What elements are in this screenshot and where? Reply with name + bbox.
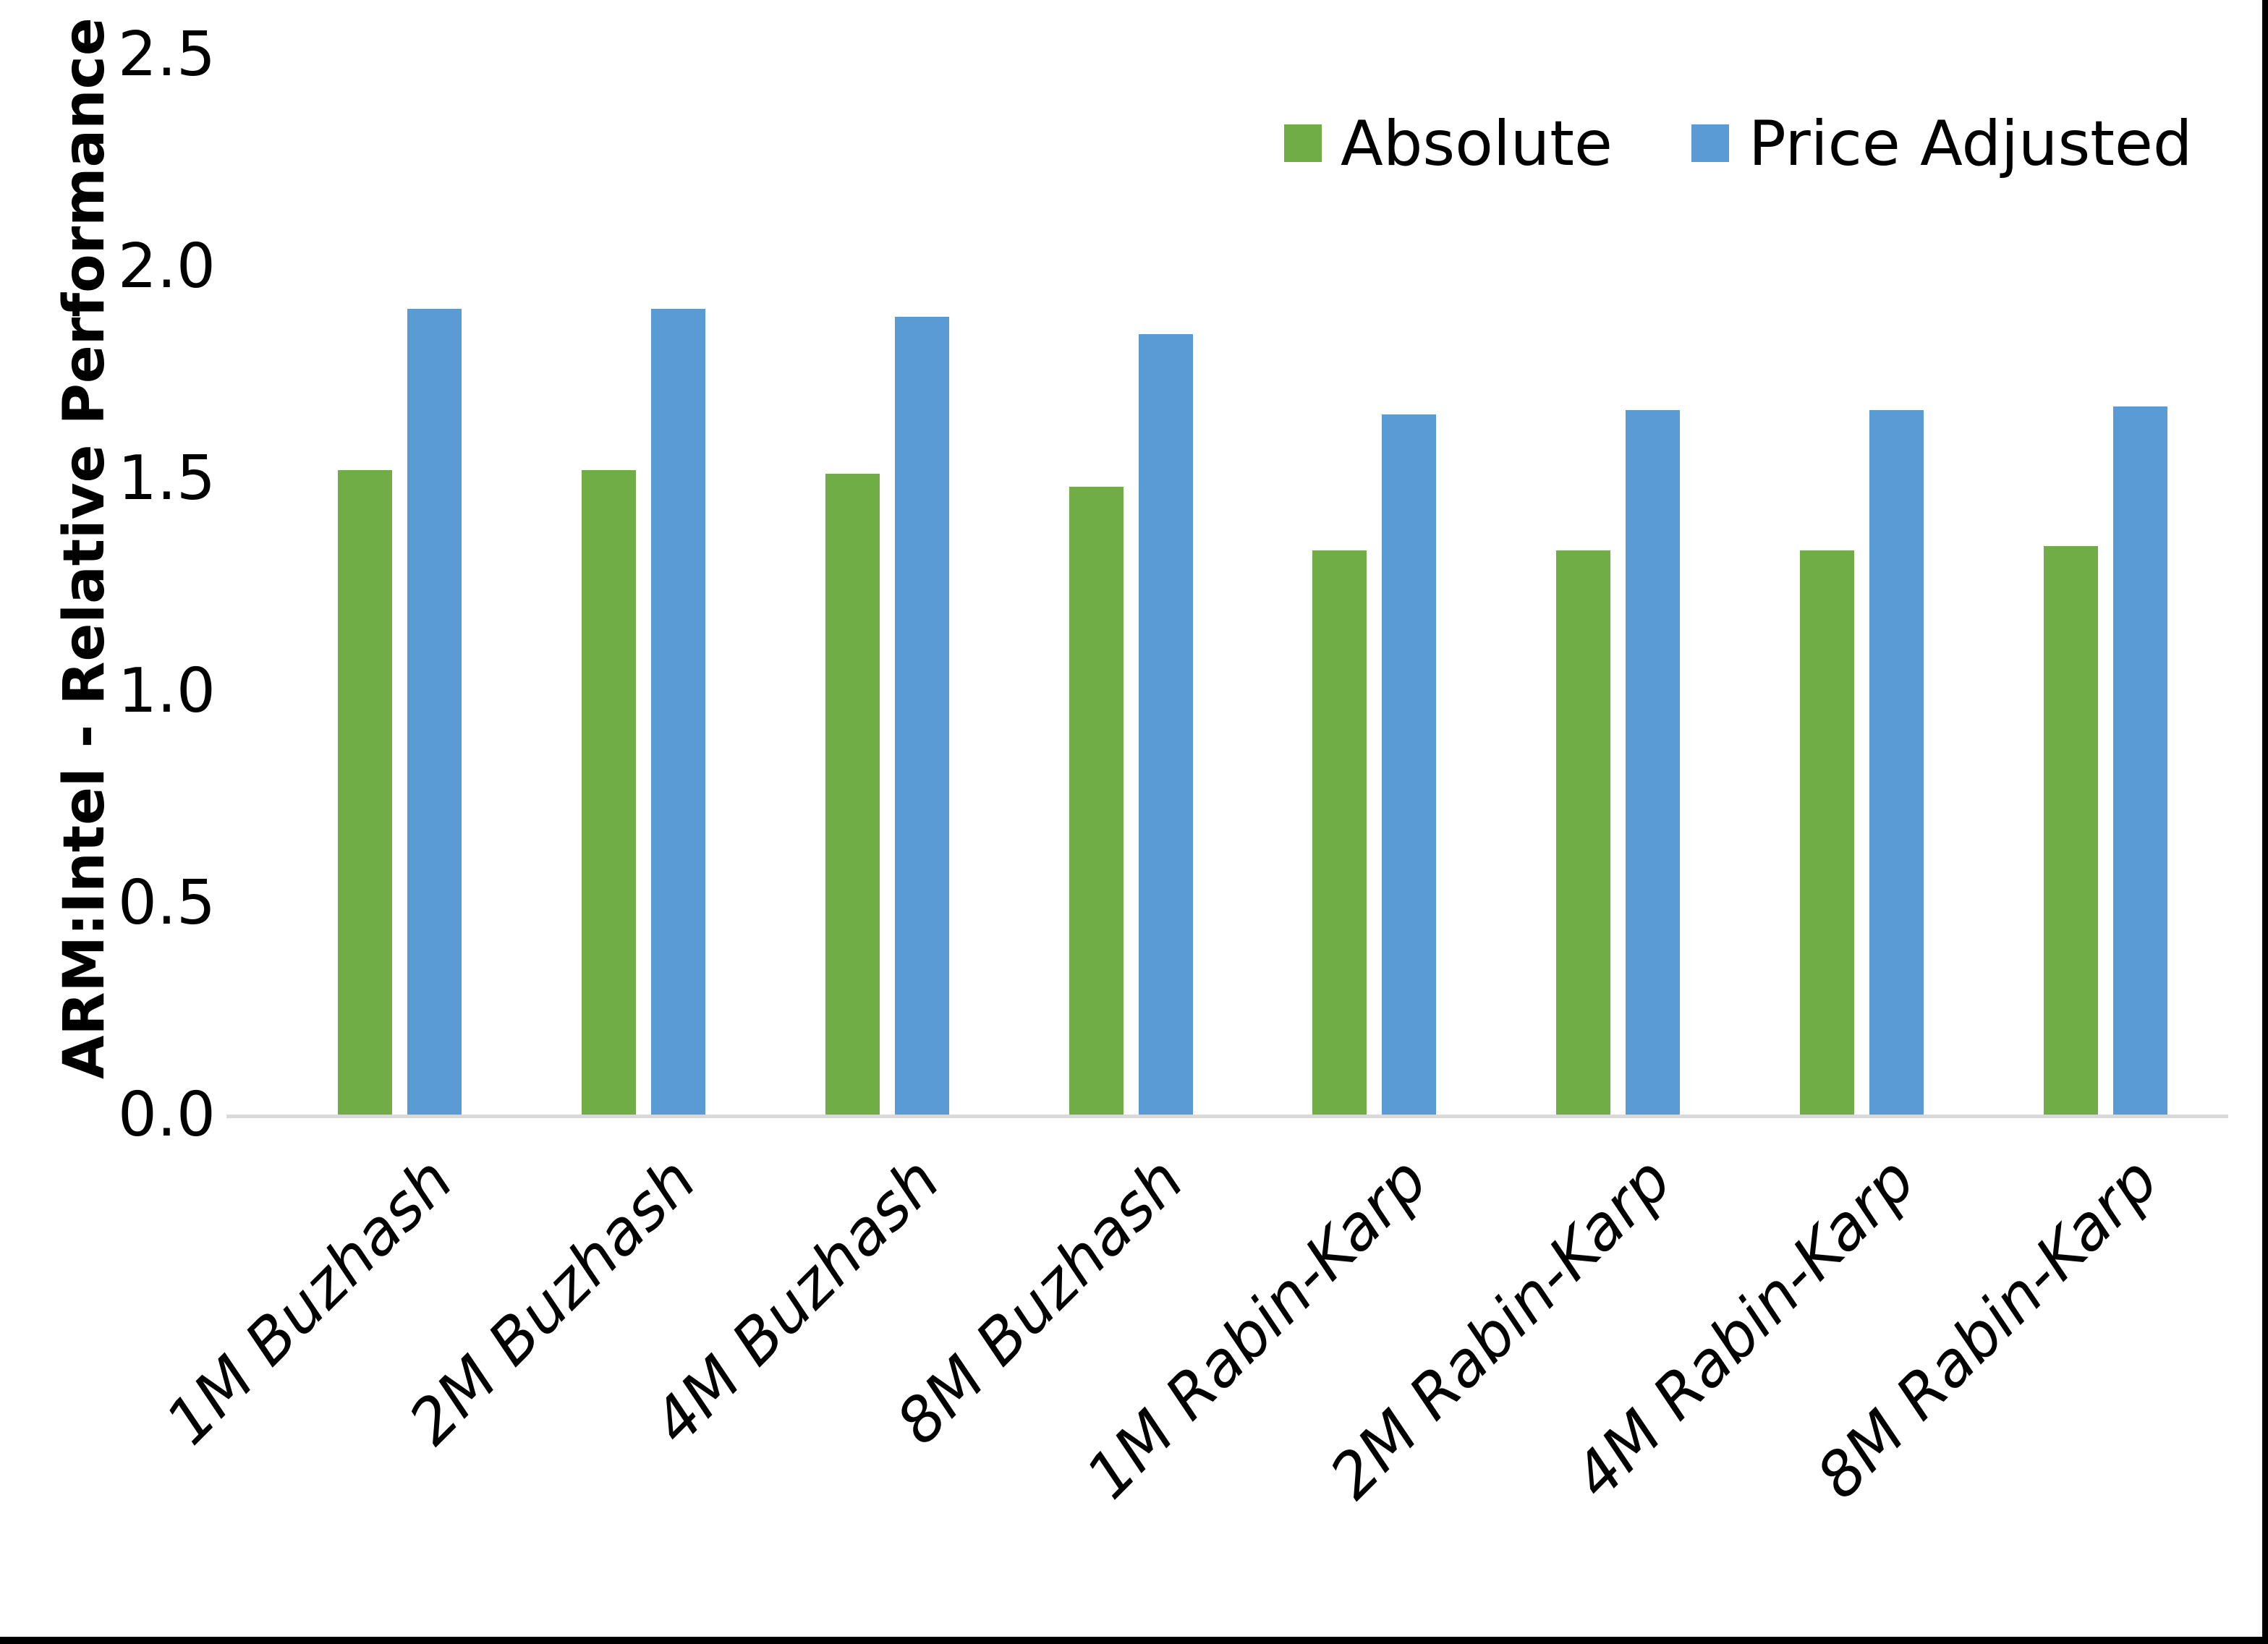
x-axis-line — [226, 1115, 2228, 1118]
absolute-bar-2m-buzhash — [582, 470, 636, 1115]
legend-swatch-price-adjusted — [1691, 124, 1729, 162]
legend-swatch-absolute — [1284, 124, 1322, 162]
absolute-bar-1m-rabin-karp — [1312, 550, 1367, 1115]
y-tick-label-2-5: 2.5 — [117, 19, 216, 90]
price-adjusted-bar-4m-buzhash — [895, 317, 949, 1115]
legend-label-absolute: Absolute — [1341, 108, 1613, 180]
figure-border-bottom — [0, 1637, 2268, 1644]
absolute-bar-1m-buzhash — [338, 470, 392, 1115]
price-adjusted-bar-4m-rabin-karp — [1869, 410, 1924, 1115]
absolute-bar-8m-rabin-karp — [2044, 546, 2098, 1115]
y-tick-label-0-5: 0.5 — [117, 867, 216, 939]
price-adjusted-bar-8m-buzhash — [1139, 334, 1193, 1115]
figure-border-right — [2262, 0, 2268, 1644]
legend-label-price-adjusted: Price Adjusted — [1749, 108, 2193, 180]
y-tick-label-2-0: 2.0 — [117, 231, 216, 302]
price-adjusted-bar-2m-buzhash — [651, 309, 705, 1115]
absolute-bar-4m-rabin-karp — [1800, 550, 1854, 1115]
price-adjusted-bar-2m-rabin-karp — [1626, 410, 1680, 1115]
absolute-bar-8m-buzhash — [1069, 487, 1124, 1115]
price-adjusted-bar-1m-buzhash — [407, 309, 462, 1115]
price-adjusted-bar-8m-rabin-karp — [2113, 406, 2167, 1115]
y-tick-label-1-5: 1.5 — [117, 443, 216, 514]
absolute-bar-4m-buzhash — [825, 474, 880, 1115]
y-tick-label-0-0: 0.0 — [117, 1079, 216, 1151]
price-adjusted-bar-1m-rabin-karp — [1382, 414, 1436, 1115]
y-tick-label-1-0: 1.0 — [117, 655, 216, 727]
absolute-bar-2m-rabin-karp — [1556, 550, 1610, 1115]
